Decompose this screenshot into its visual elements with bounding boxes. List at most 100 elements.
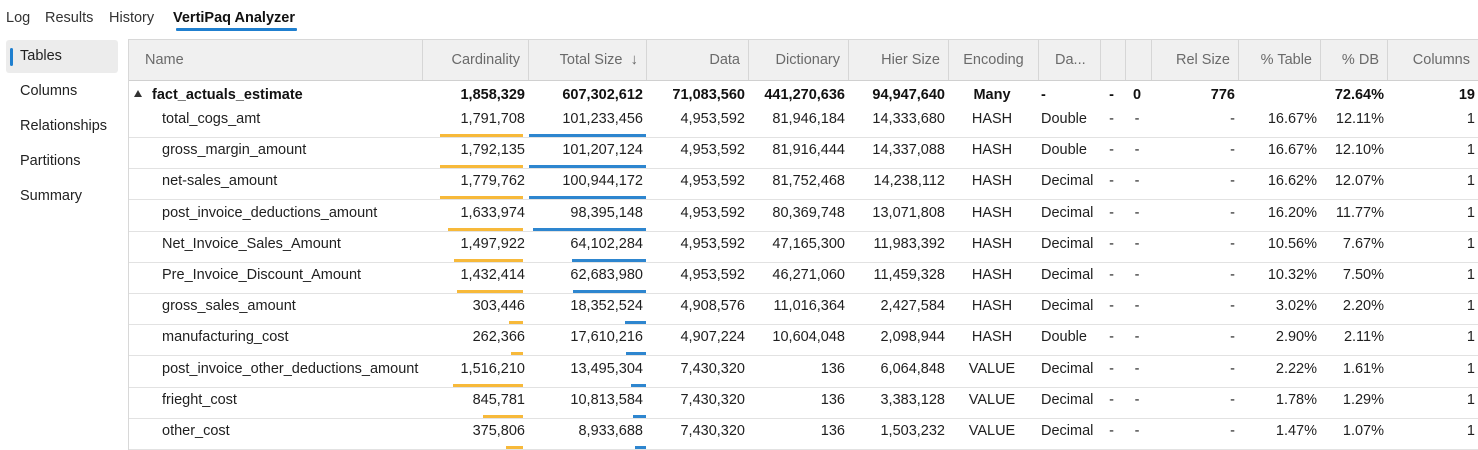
cell-data: 4,953,592 [680,173,745,190]
cell-data: 4,908,576 [680,298,745,315]
header-total-size[interactable]: Total Size ↓ [529,40,647,80]
sidebar-item-summary[interactable]: Summary [6,180,118,213]
header-pct-table[interactable]: % Table [1239,40,1321,80]
header-columns[interactable]: Columns [1388,40,1478,80]
sidebar-item-relationships[interactable]: Relationships [6,110,118,143]
cell-rel-size: 776 [1210,87,1235,103]
header-label: Da... [1055,52,1086,68]
header-rel-size[interactable]: Rel Size [1152,40,1239,80]
table-row[interactable]: Net_Invoice_Sales_Amount 1,497,922 64,102,… [129,232,1478,263]
cell-cardinality: 1,497,922 [460,235,525,252]
table-row[interactable]: net-sales_amount 1,779,762 100,944,172 4,95… [129,169,1478,201]
cell-total-size: 98,395,148 [570,204,643,221]
table-row[interactable]: manufacturing_cost 262,366 17,610,216 4,907… [129,325,1478,357]
cell-cardinality: 1,858,329 [460,87,525,103]
table-row[interactable]: post_invoice_other_deductions_amount 1,51… [129,357,1478,388]
cell-c9: - [1134,391,1140,408]
cell-columns: 1 [1466,204,1475,221]
cell-data-type: Decimal [1041,391,1094,408]
table-row[interactable]: frieght_cost 845,781 10,813,584 7,430,320 13… [129,388,1478,419]
cell-data-type: Double [1041,142,1087,159]
cell-hier-size: 6,064,848 [880,360,945,377]
header-pct-db[interactable]: % DB [1321,40,1388,80]
cell-pct-db: 1.29% [1342,391,1384,408]
cell-total-size: 100,944,172 [562,173,643,190]
cell-cardinality: 375,806 [472,423,525,439]
table-group-row[interactable]: fact_actuals_estimate 1,858,329 607,302,61… [129,81,1478,107]
sidebar-item-partitions[interactable]: Partitions [6,145,118,178]
total-size-bar [529,165,646,169]
cell-total-size: 101,233,456 [562,111,643,127]
cell-pct-table: 16.20% [1267,204,1317,221]
cell-c8: - [1109,360,1114,377]
cell-c9: - [1134,204,1140,221]
cell-pct-db: 2.20% [1342,298,1384,315]
tab-results[interactable]: Results [45,10,94,26]
sidebar-item-tables[interactable]: Tables [6,40,118,73]
active-item-indicator [10,48,13,66]
header-dictionary[interactable]: Dictionary [749,40,849,80]
header-label: Cardinality [451,52,521,68]
cell-pct-db: 72.64% [1334,87,1384,103]
cell-dictionary: 11,016,364 [773,298,846,315]
cell-pct-db: 12.11% [1335,111,1384,127]
header-data-type[interactable]: Da... [1039,40,1101,80]
header-col-9[interactable] [1126,40,1152,80]
tab-vertipaq-analyzer[interactable]: VertiPaq Analyzer [173,10,295,26]
cell-columns: 1 [1466,423,1475,439]
cell-c8: - [1109,142,1114,159]
cell-name: gross_sales_amount [162,298,296,315]
cell-rel-size: - [1230,360,1235,377]
sort-descending-icon: ↓ [630,51,639,68]
cell-dictionary: 441,270,636 [764,87,845,103]
cell-pct-table: 2.90% [1275,329,1317,346]
header-name[interactable]: Name [129,40,423,80]
cell-encoding: HASH [971,142,1013,159]
cell-cardinality: 845,781 [472,391,525,408]
cell-columns: 1 [1466,142,1475,159]
cell-data-type: Decimal [1041,267,1094,283]
header-col-8[interactable] [1101,40,1126,80]
sidebar-item-label: Partitions [20,153,81,169]
cell-cardinality: 1,432,414 [460,267,525,283]
header-label: Dictionary [775,52,840,68]
table-row[interactable]: gross_sales_amount 303,446 18,352,524 4,908… [129,294,1478,326]
table-row[interactable]: Pre_Invoice_Discount_Amount 1,432,414 62,6… [129,263,1478,294]
total-size-bar [529,134,646,137]
cell-total-size: 101,207,124 [562,142,643,159]
cell-encoding: VALUE [968,391,1016,408]
cell-name: post_invoice_other_deductions_amount [162,360,419,377]
cell-name: post_invoice_deductions_amount [162,204,378,221]
header-cardinality[interactable]: Cardinality [423,40,529,80]
tab-history[interactable]: History [109,10,155,26]
cell-name: Net_Invoice_Sales_Amount [162,235,341,252]
cell-dictionary: 46,271,060 [772,267,845,283]
table-row[interactable]: post_invoice_deductions_amount 1,633,974 9… [129,201,1478,232]
cell-name: total_cogs_amt [162,111,261,127]
table-row[interactable]: other_cost 375,806 8,933,688 7,430,320 136 1,… [129,419,1478,450]
header-hier-size[interactable]: Hier Size [849,40,949,80]
cell-data-type: Decimal [1041,204,1094,221]
header-label: Hier Size [881,52,940,68]
cell-data: 4,953,592 [680,111,745,127]
total-size-bar [633,414,646,418]
sidebar-item-columns[interactable]: Columns [6,75,118,108]
cell-hier-size: 94,947,640 [872,87,945,103]
table-row[interactable]: total_cogs_amt 1,791,708 101,233,456 4,953,… [129,107,1478,138]
header-encoding[interactable]: Encoding [949,40,1039,80]
cell-hier-size: 14,333,680 [872,111,945,127]
cell-name: gross_margin_amount [162,142,307,159]
cell-cardinality: 1,779,762 [460,173,525,190]
header-data[interactable]: Data [647,40,749,80]
cell-pct-table: 10.32% [1267,267,1317,283]
cell-data-type: Decimal [1041,235,1094,252]
cell-total-size: 64,102,284 [570,235,643,252]
tab-log[interactable]: Log [6,10,31,26]
sidebar-item-label: Summary [20,188,83,204]
active-tab-indicator [176,28,297,31]
collapse-triangle-icon[interactable] [134,90,142,97]
cell-pct-db: 12.10% [1334,142,1384,159]
table-row[interactable]: gross_margin_amount 1,792,135 101,207,124 4… [129,138,1478,170]
cell-c9: - [1134,235,1140,252]
cell-data-type: Decimal [1041,423,1094,439]
